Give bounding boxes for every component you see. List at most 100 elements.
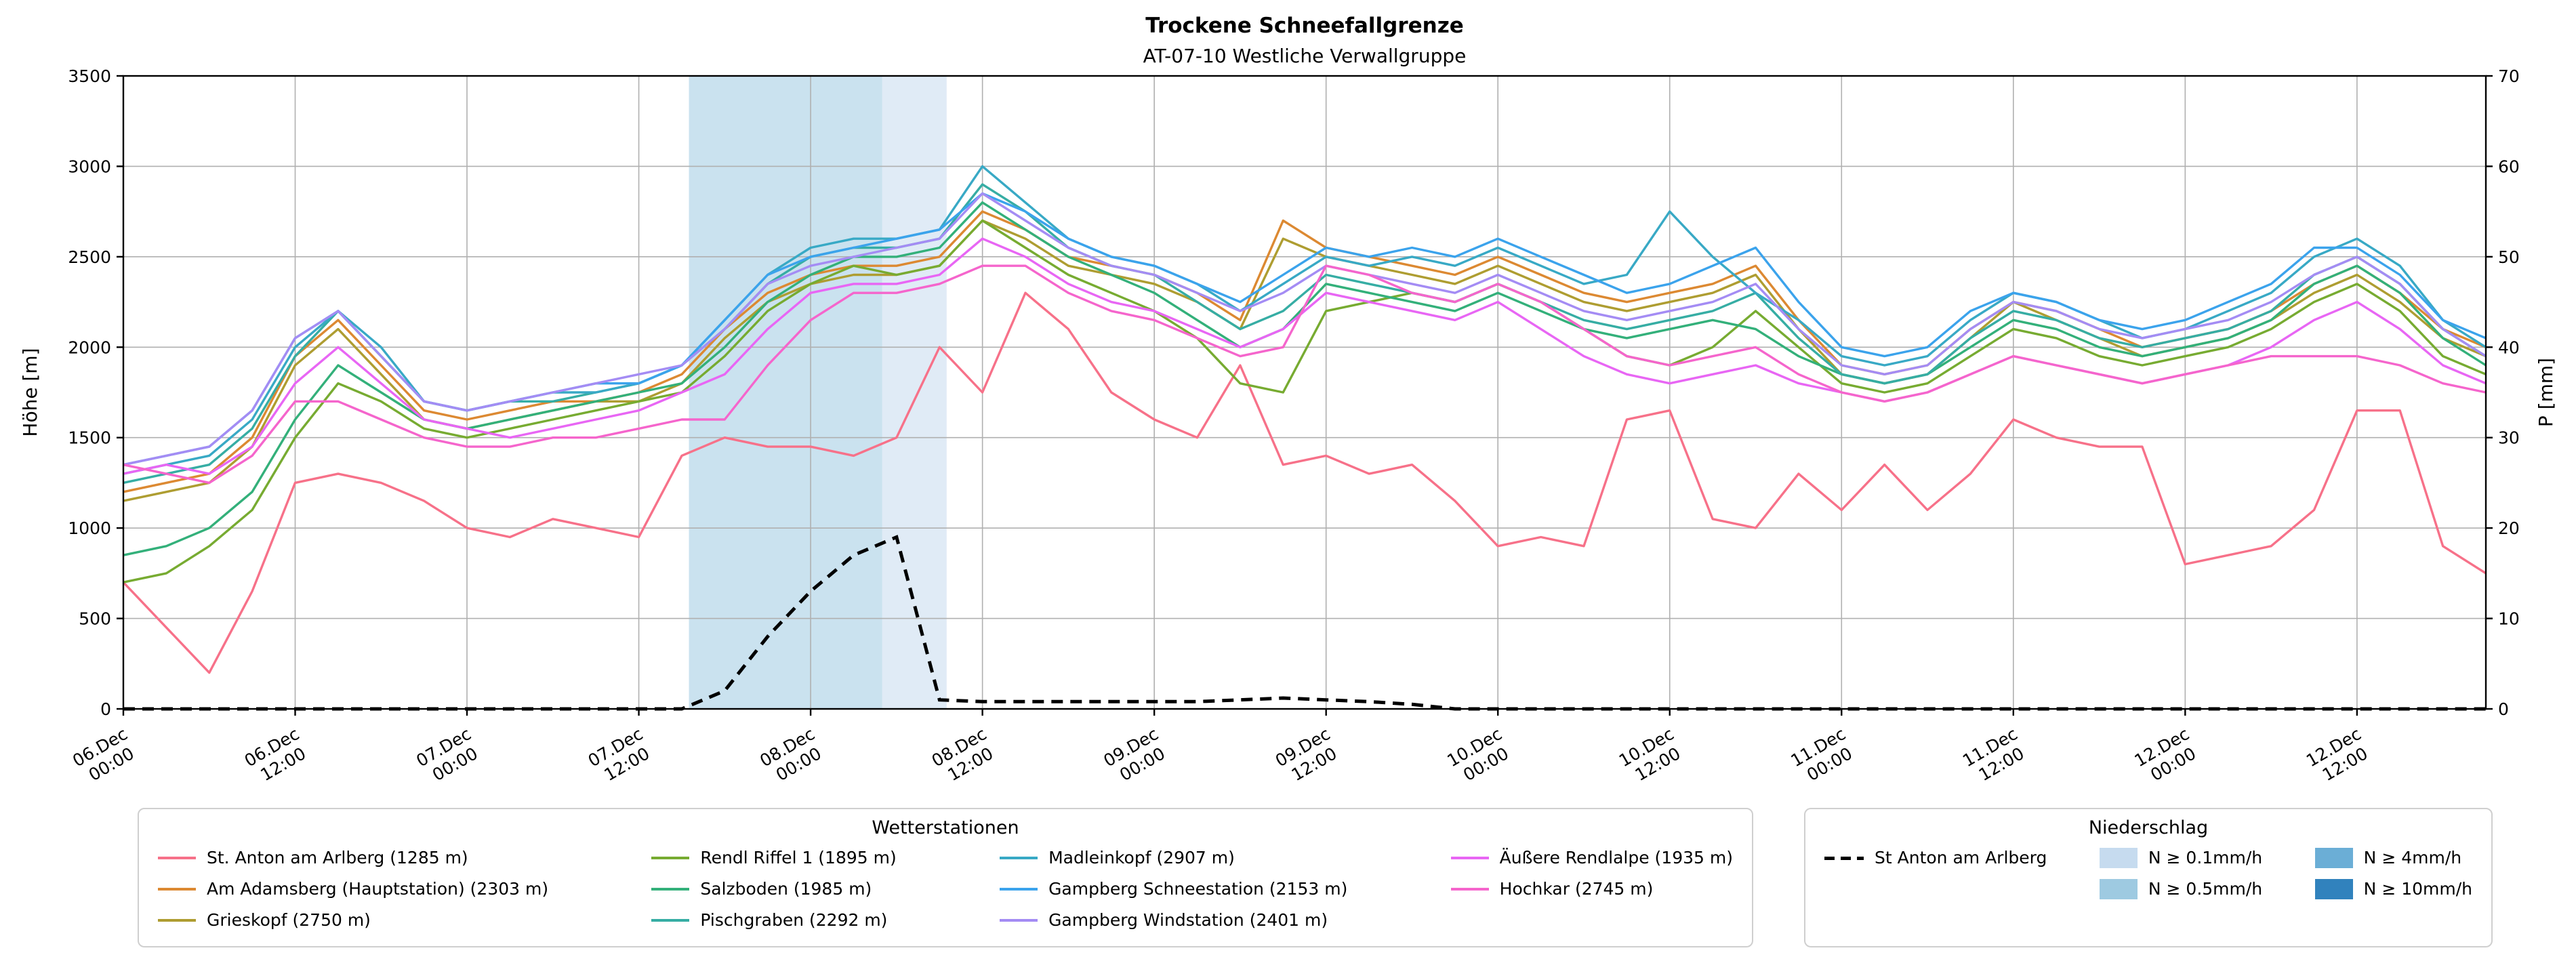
precip-patch-swatch (2099, 879, 2138, 899)
legend-item-station: Pischgraben (2292 m) (651, 909, 896, 932)
station-line-4 (123, 219, 2487, 584)
y-tick-label-right: 40 (2498, 338, 2520, 357)
station-line-swatch (158, 919, 196, 922)
x-tick-label: 08.Dec00:00 (756, 724, 828, 788)
legend-item-label: Pischgraben (2292 m) (700, 910, 888, 930)
x-tick-label: 12.Dec12:00 (2303, 724, 2375, 788)
svg-text:06.Dec00:00: 06.Dec00:00 (69, 724, 141, 788)
y-tick-label-left: 1000 (68, 518, 111, 538)
legend-item-label: Gampberg Schneestation (2153 m) (1048, 879, 1348, 899)
precip-line-st-anton (123, 535, 2486, 711)
y-tick-label-right: 60 (2498, 157, 2520, 176)
svg-text:07.Dec00:00: 07.Dec00:00 (413, 724, 485, 788)
chart-title: Trockene Schneefallgrenze (1145, 14, 1464, 38)
legend-item-label: N ≥ 10mm/h (2363, 879, 2472, 899)
station-line-swatch (651, 857, 690, 859)
station-line-swatch (158, 857, 196, 859)
legend-item-label: N ≥ 4mm/h (2363, 848, 2462, 867)
y-tick-label-left: 1500 (68, 428, 111, 448)
legend-item-station: Rendl Riffel 1 (1895 m) (651, 846, 897, 870)
y-tick-label-right: 50 (2498, 247, 2520, 267)
station-line-10 (123, 237, 2487, 475)
station-line-swatch (1450, 888, 1489, 891)
station-line-swatch (651, 888, 690, 891)
legend-item-label: Äußere Rendlalpe (1935 m) (1499, 848, 1733, 867)
legend-niederschlag: Niederschlag St Anton am Arlberg N ≥ 0.1m… (1804, 808, 2493, 947)
legend-item-precip-patch: N ≥ 4mm/h (2314, 846, 2472, 870)
precip-patch-swatch (2099, 848, 2138, 868)
station-line-6 (123, 183, 2487, 485)
station-line-5 (123, 201, 2487, 556)
legend-item-label: Am Adamsberg (Hauptstation) (2303 m) (207, 879, 549, 899)
legend-item-label: N ≥ 0.5mm/h (2148, 879, 2263, 899)
x-tick-label: 11.Dec12:00 (1959, 724, 2031, 788)
y-tick-label-left: 2500 (68, 247, 111, 267)
x-tick-label: 07.Dec12:00 (585, 724, 657, 788)
legend-wetterstationen: Wetterstationen St. Anton am Arlberg (12… (138, 808, 1753, 947)
legend-item-label: Rendl Riffel 1 (1895 m) (700, 848, 897, 867)
x-tick-label: 09.Dec12:00 (1272, 724, 1344, 788)
svg-text:08.Dec00:00: 08.Dec00:00 (756, 724, 828, 788)
station-line-9 (123, 192, 2487, 466)
legend-item-station: Hochkar (2745 m) (1450, 878, 1733, 901)
legend-stations-title: Wetterstationen (872, 817, 1019, 838)
svg-text:08.Dec12:00: 08.Dec12:00 (928, 724, 1000, 788)
legend-item-station: Grieskopf (2750 m) (158, 909, 548, 932)
legend-item-label: St Anton am Arlberg (1875, 848, 2047, 867)
legend-stations-grid: St. Anton am Arlberg (1285 m) Am Adamsber… (158, 846, 1733, 932)
legend-item-station: Salzboden (1985 m) (651, 878, 896, 901)
precip-patch-swatch (2314, 848, 2353, 868)
y-tick-label-left: 3500 (68, 66, 111, 86)
svg-text:11.Dec12:00: 11.Dec12:00 (1959, 724, 2031, 788)
legend-item-label: Grieskopf (2750 m) (207, 910, 371, 930)
x-tick-label: 08.Dec12:00 (928, 724, 1000, 788)
legend-item-station: Madleinkopf (2907 m) (1000, 846, 1347, 870)
y-tick-label-left: 3000 (68, 157, 111, 176)
x-tick-label: 10.Dec00:00 (1444, 724, 1512, 785)
svg-text:11.Dec00:00: 11.Dec00:00 (1787, 724, 1859, 788)
legend-item-label: Salzboden (1985 m) (700, 879, 872, 899)
y-axis-label-left: Höhe [m] (19, 348, 41, 436)
legend-item-label: Gampberg Windstation (2401 m) (1048, 910, 1328, 930)
y-tick-label-right: 20 (2498, 518, 2520, 538)
station-line-swatch (158, 888, 196, 891)
x-tick-label: 12.Dec00:00 (2131, 724, 2203, 788)
svg-text:09.Dec12:00: 09.Dec12:00 (1272, 724, 1344, 788)
y-tick-label-right: 0 (2498, 699, 2509, 719)
x-tick-label: 07.Dec00:00 (413, 724, 485, 788)
x-tick-label: 06.Dec12:00 (241, 724, 313, 788)
chart-canvas: Trockene Schneefallgrenze AT-07-10 Westli… (19, 14, 2557, 788)
dashed-line-swatch (1824, 856, 1864, 860)
legend-item-station: Am Adamsberg (Hauptstation) (2303 m) (158, 878, 548, 901)
precip-band (882, 76, 947, 709)
station-line-swatch (1000, 857, 1038, 859)
station-line-swatch (1000, 888, 1038, 891)
legend-precip-grid: St Anton am Arlberg N ≥ 0.1mm/h N ≥ 0.5mm/… (1824, 846, 2472, 901)
y-tick-label-right: 30 (2498, 428, 2520, 448)
station-line-11 (123, 264, 2487, 485)
svg-text:06.Dec12:00: 06.Dec12:00 (241, 724, 313, 788)
svg-text:12.Dec00:00: 12.Dec00:00 (2131, 724, 2203, 788)
legend-item-label: St. Anton am Arlberg (1285 m) (207, 848, 468, 867)
legend-item-precip-patch: N ≥ 0.1mm/h (2099, 846, 2263, 870)
legend-item-precip-line: St Anton am Arlberg (1824, 846, 2047, 870)
y-tick-label-left: 2000 (68, 338, 111, 357)
legend-spacer (1824, 878, 2047, 901)
legend-item-precip-patch: N ≥ 10mm/h (2314, 878, 2472, 901)
legend-item-station: Gampberg Schneestation (2153 m) (1000, 878, 1347, 901)
legend-item-station: St. Anton am Arlberg (1285 m) (158, 846, 548, 870)
station-line-swatch (651, 919, 690, 922)
x-tick-label: 11.Dec00:00 (1787, 724, 1859, 788)
x-tick-label: 10.Dec12:00 (1616, 724, 1684, 785)
legend-precip-title: Niederschlag (2088, 817, 2209, 838)
legend-item-label: N ≥ 0.1mm/h (2148, 848, 2263, 867)
station-line-1 (122, 291, 2487, 674)
svg-text:07.Dec12:00: 07.Dec12:00 (585, 724, 657, 788)
chart-subtitle: AT-07-10 Westliche Verwallgruppe (1143, 45, 1467, 67)
station-line-swatch (1450, 857, 1489, 859)
x-tick-label: 06.Dec00:00 (69, 724, 141, 788)
station-line-7 (123, 165, 2487, 475)
svg-text:12.Dec12:00: 12.Dec12:00 (2303, 724, 2375, 788)
legend-item-label: Hochkar (2745 m) (1499, 879, 1654, 899)
